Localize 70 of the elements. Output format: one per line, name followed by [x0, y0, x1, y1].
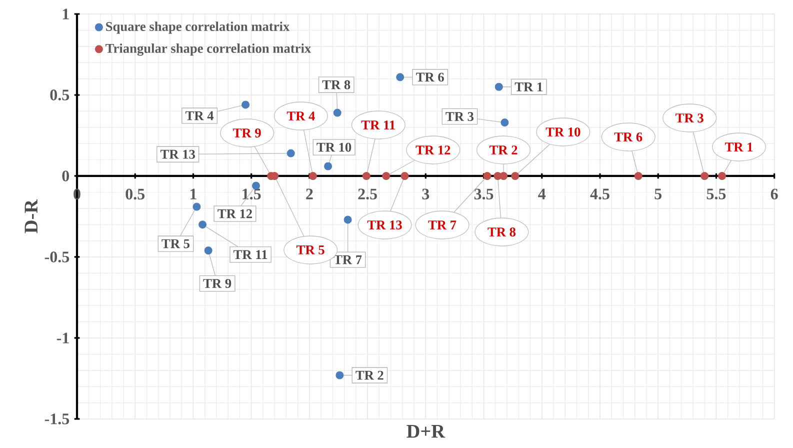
point [336, 371, 344, 380]
data-label: TR 2 [489, 146, 518, 154]
data-label: TR 13 [367, 220, 402, 230]
data-label: TR 7 [428, 220, 456, 230]
data-label: TR 6 [614, 132, 642, 142]
data-label: TR 3 [676, 114, 704, 122]
data-label: TR 10 [316, 142, 352, 152]
x-tick-label: 4.5 [590, 188, 610, 200]
point [500, 118, 509, 127]
point [286, 149, 295, 158]
point [198, 220, 207, 229]
point [192, 202, 201, 211]
y-tick-label: -1 [56, 332, 69, 344]
point [344, 216, 352, 224]
y-tick-label: -1.5 [44, 414, 70, 424]
point [382, 172, 390, 180]
point [308, 172, 317, 180]
data-label: TR 3 [446, 112, 474, 121]
x-tick-label: 5.5 [706, 188, 726, 200]
point [634, 172, 642, 180]
y-tick-label: 0.5 [50, 90, 70, 100]
x-tick-label: 3 [422, 188, 430, 200]
point [242, 100, 250, 109]
point [511, 172, 520, 180]
data-label: TR 7 [334, 255, 362, 264]
x-tick-label: 4 [538, 188, 546, 200]
point [494, 82, 503, 91]
data-label: TR 10 [546, 127, 580, 136]
data-label: TR 13 [160, 150, 195, 159]
legend-label: Square shape correlation matrix [106, 22, 290, 34]
point [400, 172, 409, 180]
point [204, 246, 212, 255]
x-tick-label: 6 [770, 188, 778, 200]
data-label: TR 12 [218, 209, 252, 218]
data-label: TR 6 [416, 72, 444, 82]
data-label: TR 2 [356, 370, 384, 380]
data-label: TR 9 [233, 128, 261, 138]
x-tick-label: 2 [306, 188, 313, 200]
data-label: TR 9 [203, 279, 232, 288]
data-label: TR 4 [286, 112, 315, 120]
x-axis-title: D+R [406, 425, 446, 438]
x-tick-label: 2.5 [358, 188, 377, 200]
data-label: TR 8 [322, 80, 350, 90]
data-label: TR 4 [185, 111, 214, 120]
legend-label: Triangular shape correlation matrix [106, 44, 312, 56]
point [494, 172, 502, 180]
point [333, 108, 342, 117]
point [396, 73, 404, 82]
data-label: TR 1 [724, 142, 753, 152]
x-tick-label: 1.5 [242, 188, 261, 200]
y-tick-label: 0 [62, 170, 70, 182]
data-label: TR 5 [162, 239, 190, 248]
y-tick-label: 1 [62, 8, 69, 20]
data-label: TR 8 [488, 227, 516, 236]
x-tick-label: 5 [654, 188, 662, 200]
point [362, 172, 370, 180]
data-label: TR 5 [296, 246, 324, 254]
data-label: TR 1 [514, 82, 542, 92]
point [324, 162, 332, 170]
x-tick-label: 0.5 [126, 188, 145, 200]
point [718, 172, 726, 180]
point [700, 172, 709, 180]
y-axis-title: D-R [24, 199, 38, 234]
data-label: TR 11 [361, 120, 395, 130]
data-label: TR 12 [416, 146, 450, 154]
point [483, 172, 492, 180]
y-tick-label: -0.5 [44, 252, 70, 262]
data-label: TR 11 [234, 250, 268, 259]
x-tick-label: 3.5 [474, 188, 494, 200]
x-tick-label: 1 [190, 188, 196, 200]
